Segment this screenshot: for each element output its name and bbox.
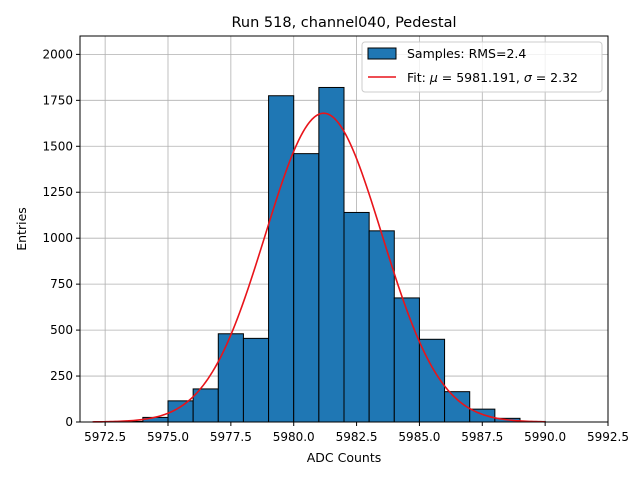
y-axis-ticks: 0 250 500 750 1000 1250 1500 1750 2000 <box>42 47 80 429</box>
y-tick-label: 250 <box>50 369 73 383</box>
x-tick-label: 5982.5 <box>336 430 378 444</box>
legend-samples-swatch <box>367 47 397 60</box>
x-tick-label: 5977.5 <box>210 430 252 444</box>
x-tick-label: 5992.5 <box>587 430 629 444</box>
x-tick-label: 5975.0 <box>147 430 189 444</box>
fit-curve <box>92 112 546 423</box>
y-tick-label: 1500 <box>42 139 73 153</box>
y-tick-label: 750 <box>50 277 73 291</box>
y-tick-label: 1000 <box>42 231 73 245</box>
legend: Samples: RMS=2.4 Fit: μ = 5981.191, σ = … <box>361 41 603 93</box>
legend-box <box>361 41 603 93</box>
legend-fit-mu-symbol: μ <box>429 70 438 85</box>
x-tick-label: 5985.0 <box>398 430 440 444</box>
chart-title: Run 518, channel040, Pedestal <box>231 15 456 31</box>
y-tick-label: 1750 <box>42 93 73 107</box>
legend-fit-prefix: Fit: <box>407 70 430 85</box>
y-tick-label: 0 <box>65 415 73 429</box>
x-tick-label: 5987.5 <box>461 430 503 444</box>
histogram-bar <box>242 337 270 423</box>
histogram-bar <box>192 388 219 423</box>
y-tick-label: 1250 <box>42 185 73 199</box>
histogram-bar <box>393 297 420 423</box>
histogram-bars <box>117 86 546 423</box>
legend-samples-label: Samples: RMS=2.4 <box>407 46 526 61</box>
y-tick-label: 2000 <box>42 47 73 61</box>
y-axis-label: Entries <box>14 207 29 251</box>
x-tick-label: 5990.0 <box>524 430 566 444</box>
x-axis-label: ADC Counts <box>307 450 382 465</box>
x-tick-label: 5980.0 <box>273 430 315 444</box>
histogram-bar <box>318 86 345 423</box>
legend-fit-sigma-symbol: σ <box>524 70 533 85</box>
x-tick-label: 5972.5 <box>84 430 126 444</box>
legend-fit-sigma-value: = 2.32 <box>532 70 578 85</box>
histogram-bar <box>343 211 370 423</box>
plot-frame <box>79 35 609 423</box>
histogram-bar <box>293 153 320 423</box>
y-tick-label: 500 <box>50 323 73 337</box>
x-axis-ticks: 5972.5 5975.0 5977.5 5980.0 5982.5 5985.0 5987… <box>84 422 629 444</box>
histogram-bar <box>217 333 244 423</box>
histogram-bar <box>268 95 295 423</box>
legend-fit-label: Fit: μ = 5981.191, σ = 2.32 <box>407 70 578 85</box>
legend-fit-mu-value: = 5981.191, <box>438 70 524 85</box>
